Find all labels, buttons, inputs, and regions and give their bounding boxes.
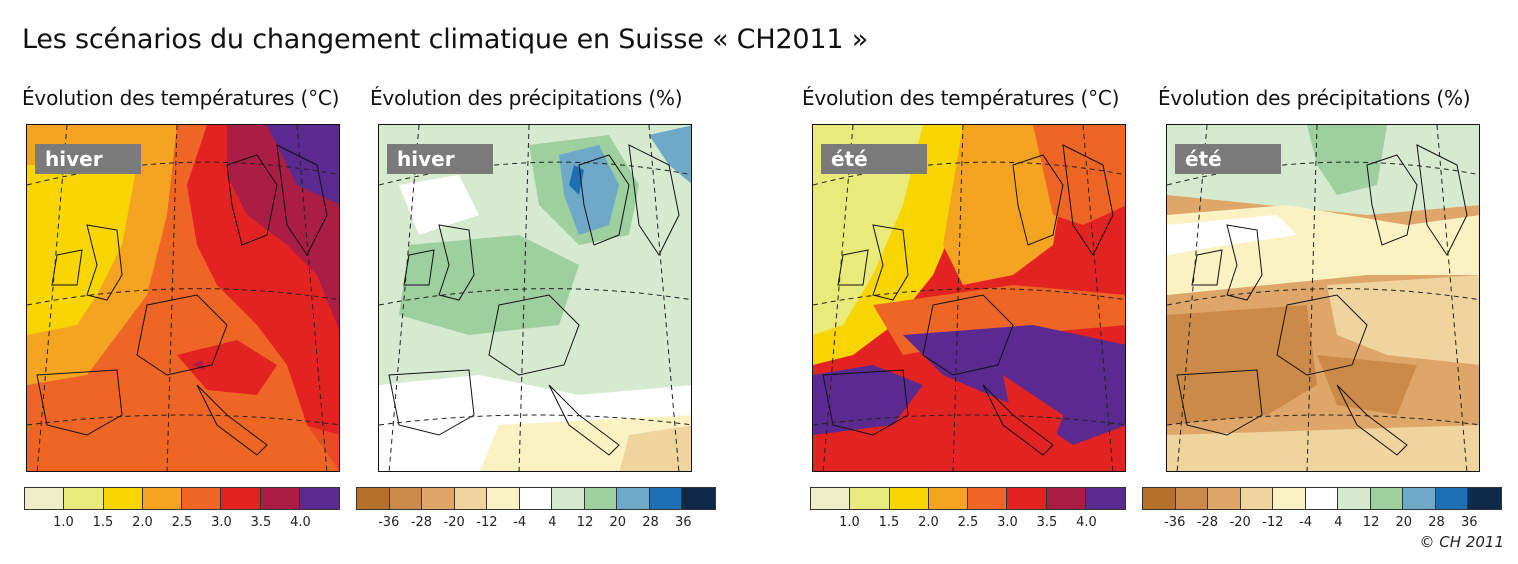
legend-tick-label: 2.5 <box>171 515 193 530</box>
map-summer-precipitation-graphic <box>1167 125 1479 471</box>
legend-tick-label: 2.0 <box>132 515 153 530</box>
map-summer-temperature: été <box>812 124 1126 472</box>
legend-tick-label: 4.0 <box>1076 515 1097 530</box>
legend-precipitation-left <box>356 487 716 510</box>
legend-tick-label: -20 <box>1229 515 1251 530</box>
legend-tick-label: 3.5 <box>250 515 272 530</box>
legend-tick-label: 20 <box>609 515 627 530</box>
panel-heading-winter-temperature: Évolution des températures (°C) <box>22 86 340 110</box>
legend-tick-label: -28 <box>1196 515 1219 530</box>
legend-tick-label: 12 <box>1362 515 1380 530</box>
legend-swatch <box>519 488 553 509</box>
legend-swatch <box>1338 488 1371 509</box>
legend-swatch <box>182 488 222 509</box>
legend-temperature-left <box>24 487 340 510</box>
panel-heading-summer-temperature: Évolution des températures (°C) <box>802 86 1120 110</box>
legend-swatch <box>1273 488 1306 509</box>
panel-heading-winter-precipitation: Évolution des précipitations (%) <box>370 86 683 110</box>
map-summer-precipitation: été <box>1166 124 1480 472</box>
legend-swatch <box>928 488 968 509</box>
legend-tick-label: 1.5 <box>878 515 900 530</box>
map-winter-temperature-graphic <box>27 125 339 471</box>
legend-swatch <box>260 488 300 509</box>
legend-swatch <box>1305 488 1339 509</box>
legend-tick-label: 1.0 <box>53 515 74 530</box>
legend-swatch <box>552 488 585 509</box>
legend-tick-label: -4 <box>513 515 527 530</box>
legend-swatch <box>357 488 390 509</box>
legend-tick-label: 3.5 <box>1036 515 1058 530</box>
legend-tick-label: -12 <box>476 515 498 530</box>
legend-swatch <box>299 488 339 509</box>
legend-swatch <box>142 488 182 509</box>
season-label-winter: hiver <box>35 144 141 174</box>
legend-swatch <box>1046 488 1086 509</box>
legend-precipitation-right <box>1142 487 1502 510</box>
legend-tick-label: 2.5 <box>957 515 979 530</box>
legend-tick-label: 2.0 <box>918 515 939 530</box>
legend-swatch <box>1175 488 1209 509</box>
legend-temperature-right <box>810 487 1126 510</box>
legend-tick-label: 3.0 <box>997 515 1018 530</box>
legend-tick-label: -36 <box>378 515 400 530</box>
legend-tick-label: -4 <box>1299 515 1313 530</box>
season-label-summer: été <box>821 144 927 174</box>
legend-swatch <box>422 488 455 509</box>
legend-swatch <box>1085 488 1125 509</box>
legend-tick-label: -20 <box>443 515 465 530</box>
legend-tick-label: 36 <box>674 515 692 530</box>
season-label-winter: hiver <box>387 144 493 174</box>
legend-swatch <box>454 488 488 509</box>
page-title: Les scénarios du changement climatique e… <box>22 24 869 55</box>
legend-tick-label: 4.0 <box>290 515 311 530</box>
map-winter-precipitation: hiver <box>378 124 692 472</box>
legend-tick-label: 4 <box>1334 515 1343 530</box>
legend-swatch <box>389 488 423 509</box>
legend-swatch <box>103 488 143 509</box>
legend-swatch <box>25 488 65 509</box>
legend-swatch <box>850 488 890 509</box>
legend-tick-label: 1.0 <box>839 515 860 530</box>
legend-tick-label: -12 <box>1262 515 1284 530</box>
map-winter-temperature: hiver <box>26 124 340 472</box>
legend-tick-label: -28 <box>410 515 433 530</box>
legend-swatch <box>889 488 929 509</box>
season-label-summer: été <box>1175 144 1281 174</box>
legend-tick-label: 4 <box>548 515 557 530</box>
legend-tick-label: 20 <box>1395 515 1413 530</box>
legend-swatch <box>1143 488 1176 509</box>
legend-swatch <box>617 488 650 509</box>
legend-tick-label: -36 <box>1164 515 1186 530</box>
legend-swatch <box>1208 488 1241 509</box>
map-winter-precipitation-graphic <box>379 125 691 471</box>
legend-tick-label: 28 <box>642 515 659 530</box>
legend-swatch <box>487 488 520 509</box>
legend-swatch <box>811 488 851 509</box>
legend-swatch <box>64 488 104 509</box>
panel-heading-summer-precipitation: Évolution des précipitations (%) <box>1158 86 1471 110</box>
legend-tick-label: 36 <box>1460 515 1478 530</box>
legend-swatch <box>221 488 261 509</box>
legend-swatch <box>1240 488 1274 509</box>
legend-tick-label: 12 <box>576 515 594 530</box>
legend-tick-label: 3.0 <box>211 515 232 530</box>
legend-tick-label: 28 <box>1428 515 1445 530</box>
legend-swatch <box>1403 488 1436 509</box>
legend-swatch <box>682 488 716 509</box>
legend-swatch <box>968 488 1008 509</box>
legend-swatch <box>1370 488 1404 509</box>
copyright: © CH 2011 <box>1419 533 1504 551</box>
legend-tick-label: 1.5 <box>92 515 114 530</box>
legend-swatch <box>1468 488 1502 509</box>
legend-swatch <box>584 488 618 509</box>
map-summer-temperature-graphic <box>813 125 1125 471</box>
legend-swatch <box>1007 488 1047 509</box>
legend-swatch <box>649 488 683 509</box>
legend-swatch <box>1435 488 1469 509</box>
